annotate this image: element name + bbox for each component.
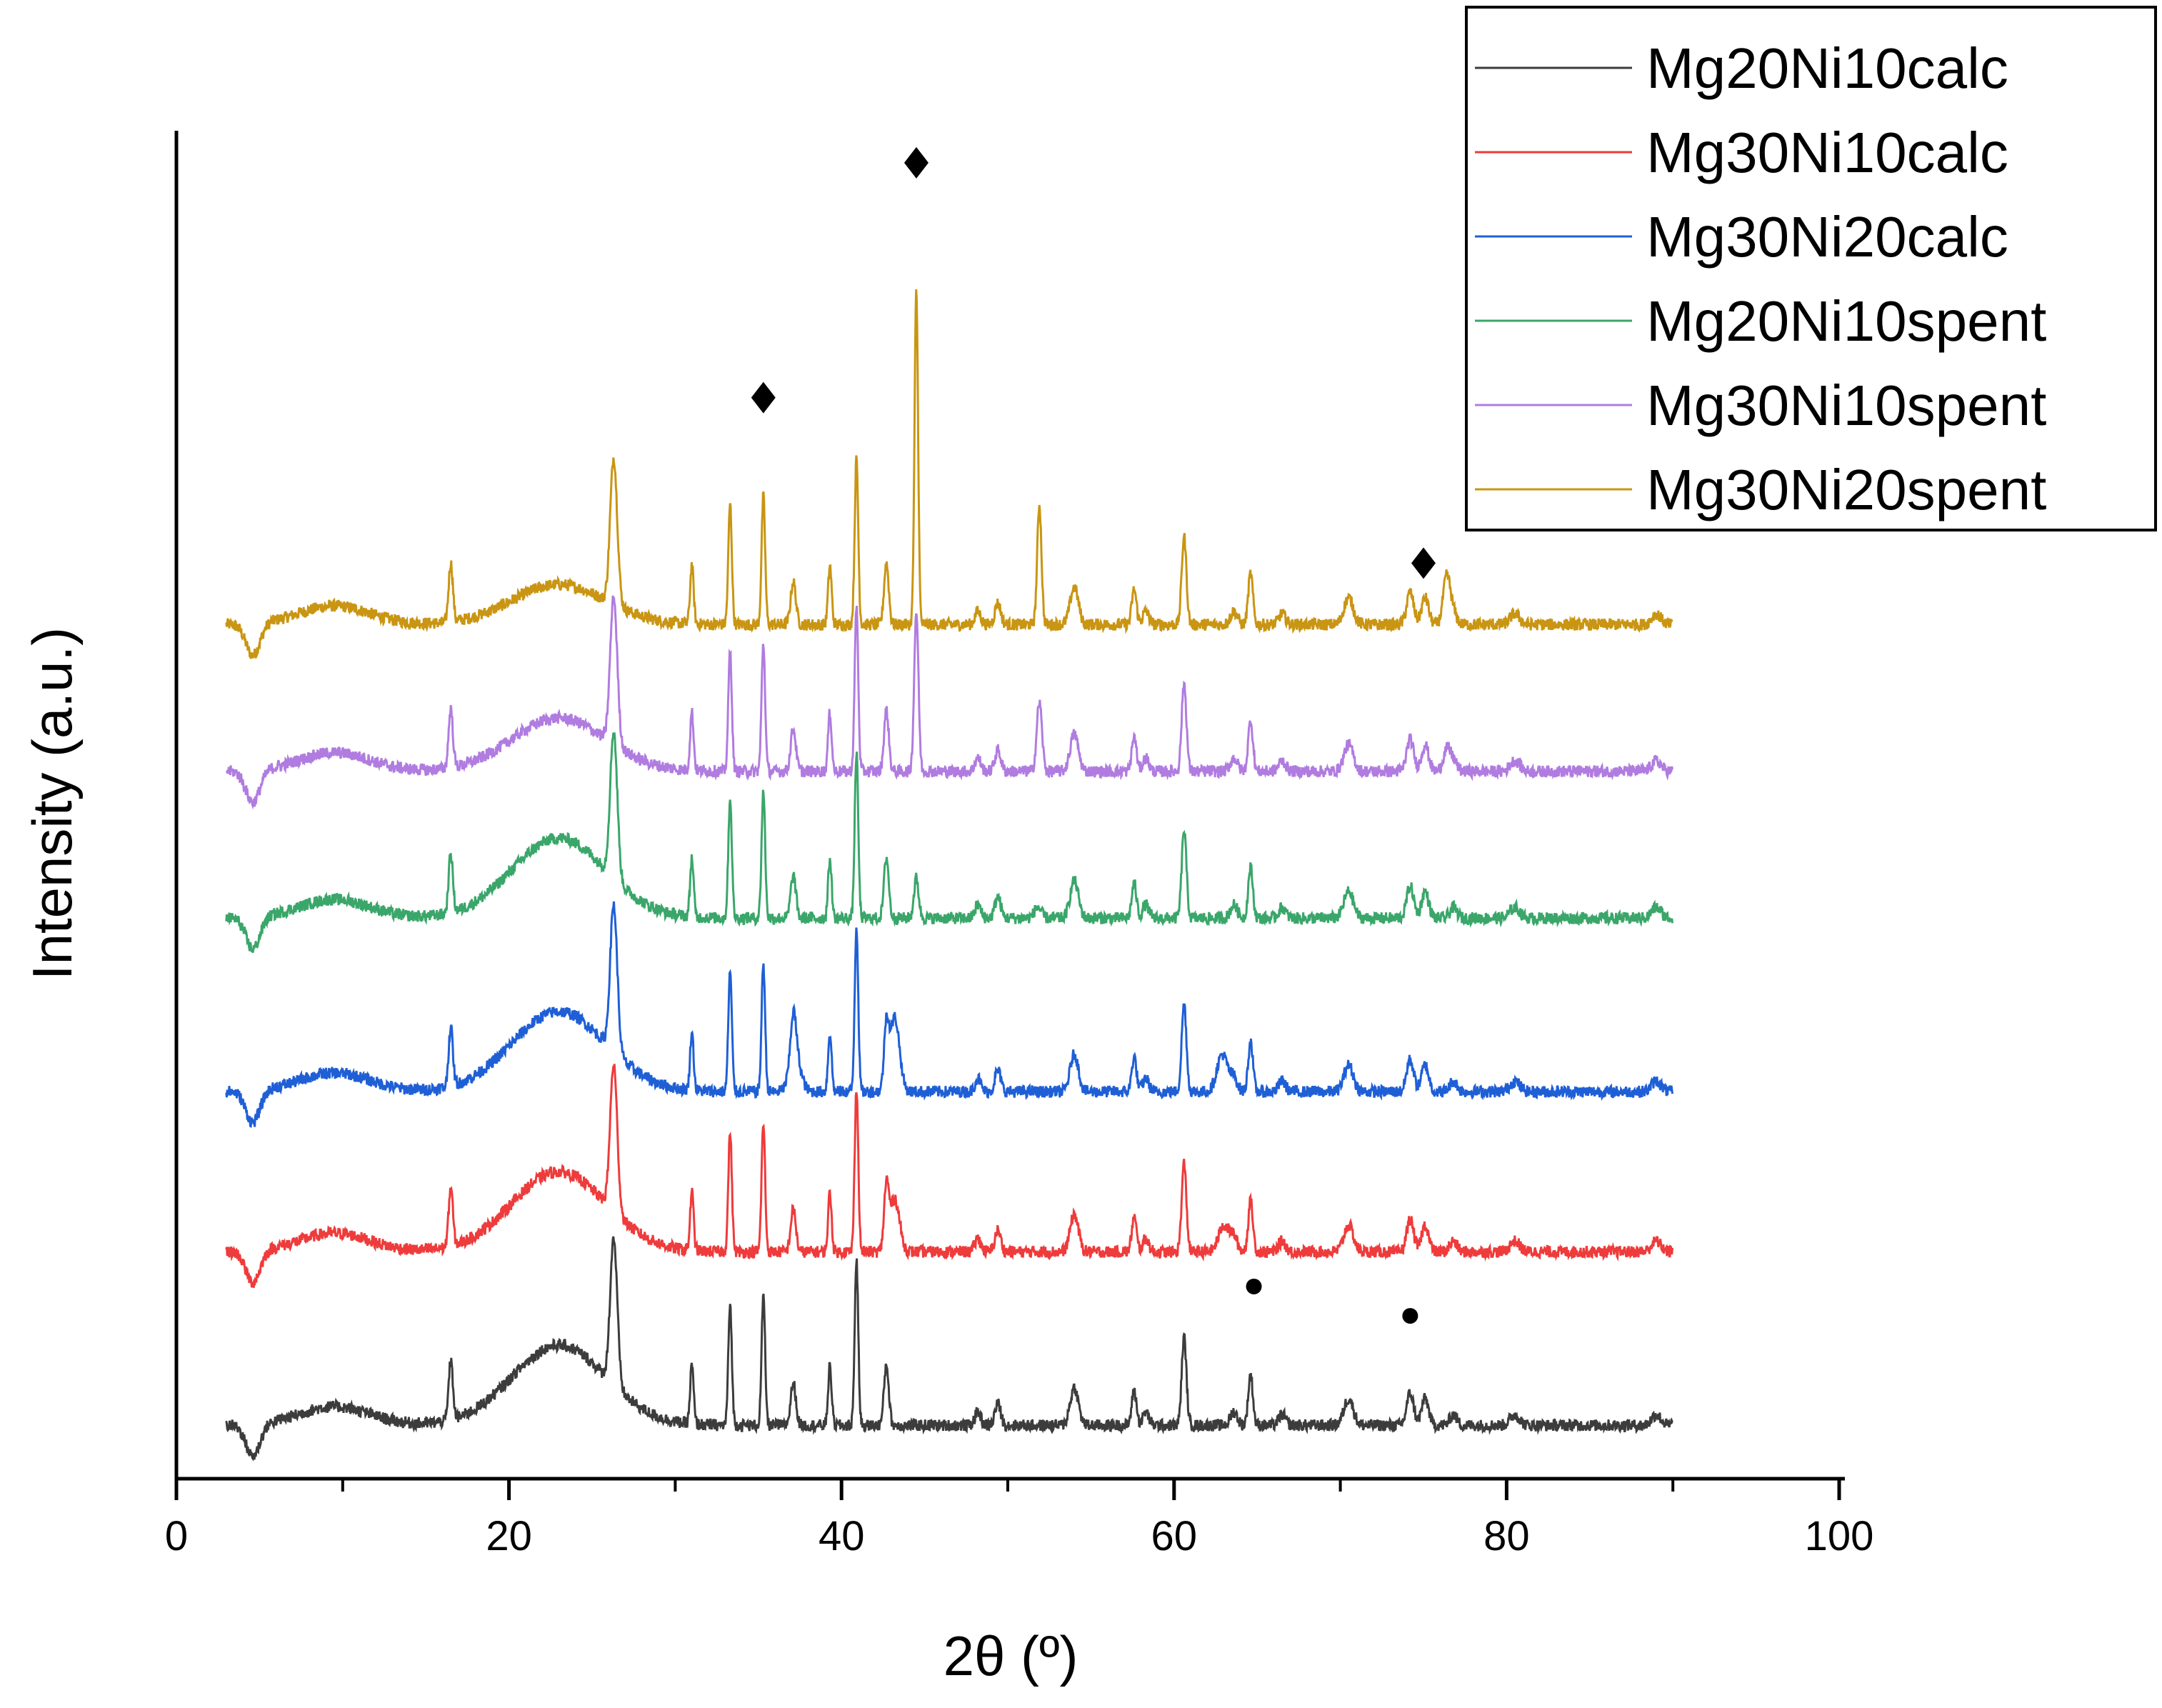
series-line-Mg20Ni10spent [225,732,1673,954]
legend: Mg20Ni10calc Mg30Ni10calc Mg30Ni20calc Mg20… [1465,6,2157,531]
x-tick-label: 40 [819,1513,865,1559]
circle-marker [1246,1278,1262,1294]
legend-label: Mg30Ni10spent [1646,374,2046,437]
x-ticks: 0 20 40 60 80 100 [165,1479,1874,1559]
diamond-marker [1411,547,1436,579]
series-layer [225,289,1673,1462]
circle-marker [1402,1308,1418,1324]
series-line-Mg20Ni10calc [225,1236,1673,1462]
diamond-marker [751,381,776,414]
annotation-layer [751,146,1436,1324]
x-tick-label: 100 [1805,1513,1874,1559]
y-axis-title: Intensity (a.u.) [21,627,84,980]
series-line-Mg30Ni20calc [225,901,1673,1128]
series-line-Mg30Ni20spent [225,289,1673,659]
legend-label: Mg30Ni10calc [1646,121,2008,184]
legend-items: Mg20Ni10calc Mg30Ni10calc Mg30Ni20calc Mg20… [1475,36,2046,521]
legend-label: Mg30Ni20calc [1646,205,2008,269]
x-axis-title: 2θ (º) [944,1624,1079,1687]
legend-label: Mg30Ni20spent [1646,458,2046,521]
legend-label: Mg20Ni10spent [1646,289,2046,353]
x-tick-label: 0 [165,1513,188,1559]
x-tick-label: 20 [486,1513,532,1559]
x-tick-label: 80 [1483,1513,1530,1559]
diamond-marker [904,146,929,179]
series-line-Mg30Ni10spent [226,595,1673,810]
legend-box [1465,6,2157,531]
series-line-Mg30Ni10calc [225,1064,1673,1288]
x-tick-label: 60 [1151,1513,1198,1559]
axes [174,131,1845,1481]
legend-label: Mg20Ni10calc [1646,36,2008,100]
